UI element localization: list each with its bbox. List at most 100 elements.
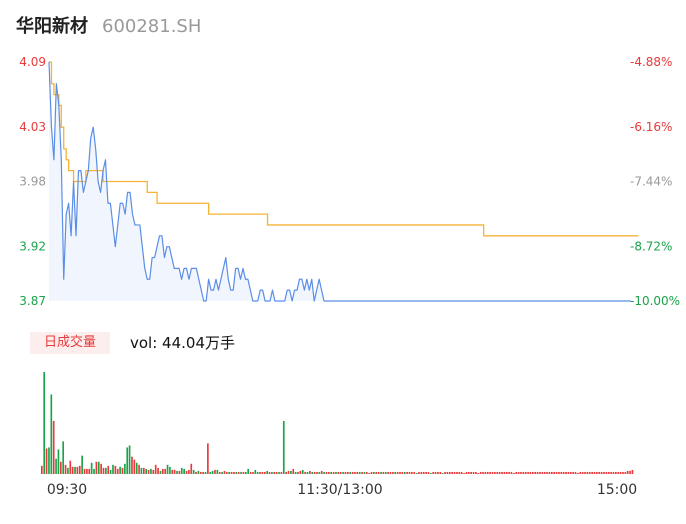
volume-bar (441, 472, 444, 474)
volume-bar (171, 469, 174, 474)
volume-bar (67, 467, 69, 474)
volume-bar (114, 465, 117, 474)
volume-bar (299, 470, 302, 474)
volume-bar (230, 471, 233, 474)
volume-bar (154, 464, 157, 474)
volume-bar (223, 470, 226, 474)
volume-bar (475, 471, 477, 474)
volume-bar (448, 471, 451, 474)
volume-bar (64, 464, 67, 474)
volume-bar (420, 471, 423, 474)
volume-bar (282, 420, 285, 474)
volume-bar (266, 470, 268, 474)
volume-bar (600, 471, 603, 474)
volume-bar (356, 471, 359, 474)
volume-bar (45, 448, 48, 474)
volume-bar (318, 471, 321, 474)
volume-bar (261, 471, 264, 474)
volume-bar (135, 462, 138, 474)
volume-bar (489, 471, 491, 474)
volume-bar (418, 471, 420, 474)
y-tick-left-1: 4.03 (19, 120, 46, 134)
volume-bar (456, 471, 458, 474)
y-tick-right-4: -10.00% (630, 294, 680, 308)
volume-bar (233, 471, 235, 474)
volume-bar (467, 471, 470, 474)
volume-bar (631, 469, 634, 474)
volume-bar (581, 471, 584, 474)
volume-bar (90, 462, 93, 474)
volume-bar (140, 467, 143, 474)
volume-bar (209, 471, 212, 474)
volume-bar (392, 471, 394, 474)
volume-bar (425, 471, 427, 474)
price-line (48, 61, 631, 302)
volume-tab[interactable]: 日成交量 (30, 332, 110, 354)
volume-bar (247, 468, 250, 474)
volume-bar (536, 471, 539, 474)
volume-bar (280, 471, 283, 474)
volume-bar (624, 471, 627, 474)
volume-bar (498, 471, 501, 474)
volume-bar (48, 447, 50, 474)
volume-bar (330, 471, 333, 474)
volume-bar (522, 471, 525, 474)
volume-bar (380, 471, 382, 474)
volume-bar (496, 471, 499, 474)
volume-bar (482, 471, 484, 474)
volume-bar (173, 469, 176, 474)
volume-bar (626, 470, 629, 474)
volume-bar (560, 471, 563, 474)
volume-bar (292, 468, 295, 474)
volume-bar (133, 459, 136, 474)
volume-bar (470, 471, 472, 474)
volume-bar (344, 471, 347, 474)
volume-bar (539, 471, 541, 474)
volume-bar (588, 471, 591, 474)
volume-bar (207, 443, 209, 474)
volume-bar (430, 472, 432, 474)
volume-bar (593, 471, 596, 474)
volume-bar (415, 472, 418, 474)
volume-bar (52, 420, 55, 474)
volume-bar (517, 471, 520, 474)
volume-bar (287, 470, 290, 474)
volume-bar (603, 471, 605, 474)
volume-bar (169, 466, 171, 474)
volume-bar (195, 471, 197, 474)
volume-bar (242, 471, 245, 474)
volume-bar (465, 471, 468, 474)
volume-bar (361, 471, 363, 474)
volume-bar (43, 372, 46, 474)
volume-bar (204, 471, 207, 474)
volume-bar (199, 471, 202, 474)
volume-bar (520, 471, 522, 474)
volume-bar (577, 472, 579, 474)
volume-bar (370, 471, 373, 474)
volume-bar (515, 471, 518, 474)
volume-bar (354, 471, 356, 474)
x-tick-2: 15:00 (597, 482, 637, 498)
volume-bar (622, 471, 624, 474)
volume-bar (59, 461, 62, 474)
volume-bar (259, 471, 261, 474)
y-tick-right-1: -6.16% (630, 120, 672, 134)
volume-bar (541, 471, 544, 474)
y-tick-left-0: 4.09 (19, 55, 46, 69)
volume-bar (107, 465, 110, 474)
volume-bar (382, 471, 385, 474)
volume-bar (301, 469, 304, 474)
volume-bar (297, 471, 299, 474)
volume-bar (150, 468, 152, 474)
volume-bar (263, 471, 266, 474)
volume-bar (553, 471, 556, 474)
volume-bar (484, 471, 487, 474)
volume-bar (119, 466, 121, 474)
volume-bar (290, 470, 292, 474)
time-axis: 09:30 11:30/13:00 15:00 (47, 482, 637, 498)
volume-bar (147, 469, 150, 474)
price-area (49, 62, 631, 301)
volume-bar (226, 471, 228, 474)
volume-bar (346, 471, 349, 474)
volume-bar (69, 460, 72, 474)
